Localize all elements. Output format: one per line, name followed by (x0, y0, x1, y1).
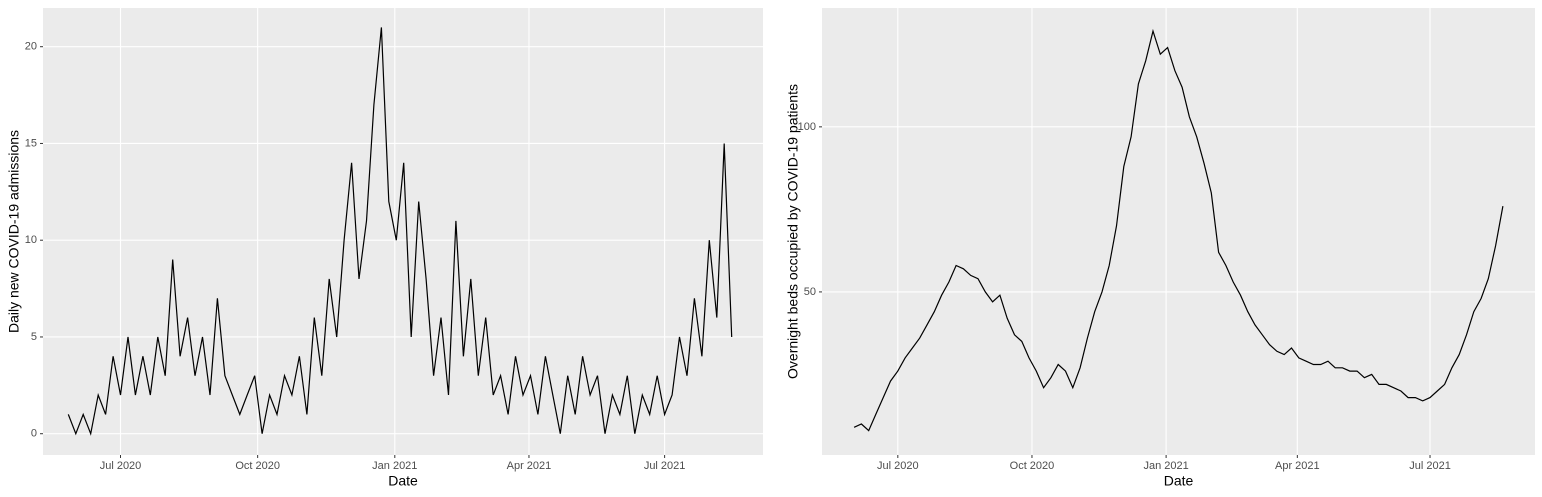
x-tick-label: Jul 2021 (644, 460, 686, 472)
y-tick-label: 10 (25, 234, 37, 246)
plot-background (822, 8, 1535, 455)
y-tick-label: 100 (798, 121, 816, 133)
x-tick-label: Jan 2021 (1143, 460, 1188, 472)
line (853, 28, 1504, 432)
y-axis-title: Daily new COVID-19 admissions (6, 130, 22, 333)
line (67, 27, 733, 436)
x-tick-label: Oct 2020 (235, 460, 280, 472)
x-tick-label: Jul 2021 (1409, 460, 1451, 472)
x-tick-label: Apr 2021 (507, 460, 552, 472)
x-axis-title: Date (1164, 473, 1194, 489)
x-tick-label: Apr 2021 (1275, 460, 1320, 472)
y-tick-label: 15 (25, 137, 37, 149)
y-tick-label: 50 (804, 286, 816, 298)
x-tick-label: Jul 2020 (877, 460, 919, 472)
plot-background (43, 8, 763, 455)
x-tick-label: Oct 2020 (1010, 460, 1055, 472)
y-tick-label: 5 (31, 331, 37, 343)
y-axis-title: Overnight beds occupied by COVID-19 pati… (785, 84, 801, 379)
x-tick-label: Jan 2021 (372, 460, 417, 472)
x-tick-label: Jul 2020 (100, 460, 142, 472)
x-axis-title: Date (388, 473, 418, 489)
y-tick-label: 0 (31, 428, 37, 440)
y-tick-label: 20 (25, 41, 37, 53)
